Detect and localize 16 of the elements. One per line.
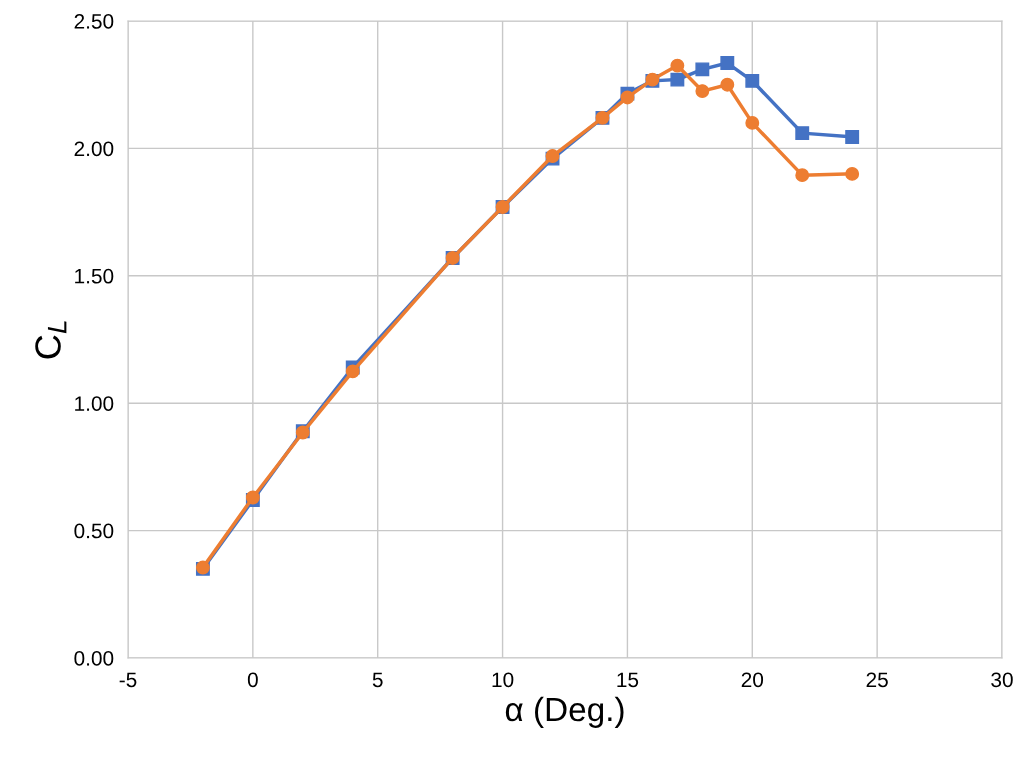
x-tick-label: 25 [866, 672, 888, 688]
y-tick-label: 0.50 [74, 523, 114, 539]
y-tick-label: 2.50 [74, 14, 114, 29]
y-axis-title: C$_{L}$ [35, 321, 67, 359]
y-tick-label: 1.00 [75, 396, 114, 411]
x-tick-label: 20 [741, 672, 764, 688]
y-tick-label: 2.00 [74, 141, 114, 157]
x-tick-label: 5 [372, 672, 383, 688]
y-tick-label: 0.00 [74, 651, 114, 666]
x-tick-label: 15 [617, 672, 639, 688]
x-tick-label: 10 [492, 672, 514, 688]
x-tick-label: -5 [119, 672, 137, 688]
y-tick-label: 1.50 [75, 268, 114, 284]
x-tick-label: 30 [991, 672, 1013, 688]
x-axis-title: α (Deg.) [505, 696, 624, 728]
x-tick-label: 0 [247, 672, 258, 688]
